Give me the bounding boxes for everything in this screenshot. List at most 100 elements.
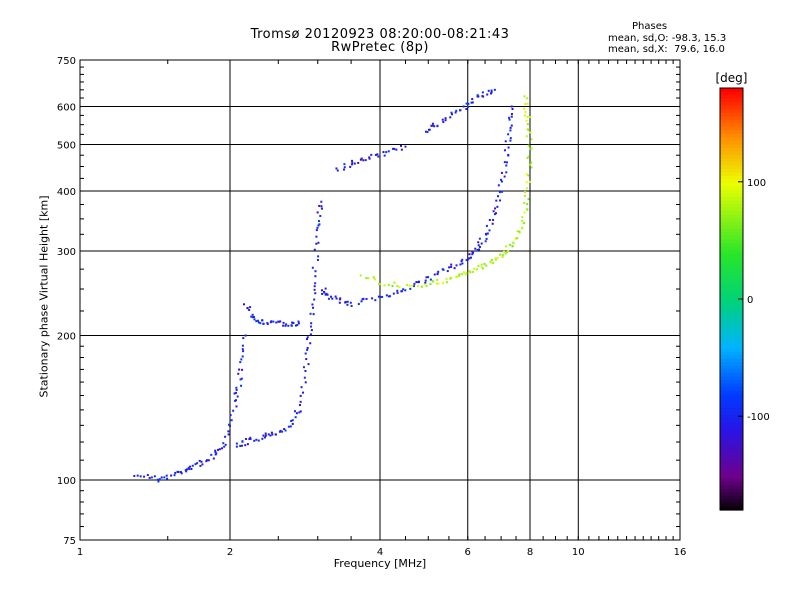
data-point: [248, 438, 251, 441]
data-point: [239, 378, 242, 381]
colorbar-band: [720, 172, 743, 177]
data-point: [297, 322, 300, 325]
data-point: [404, 145, 407, 148]
data-point: [222, 442, 225, 445]
data-point: [184, 469, 187, 472]
colorbar-band: [720, 411, 743, 416]
data-point: [398, 286, 401, 289]
data-point: [235, 386, 238, 389]
colorbar-band: [720, 267, 743, 272]
data-point: [505, 164, 508, 167]
data-point: [444, 117, 447, 120]
data-point: [186, 468, 189, 471]
data-point: [477, 241, 480, 244]
data-point: [241, 344, 244, 347]
colorbar-band: [720, 133, 743, 138]
colorbar-band: [720, 485, 743, 490]
data-point: [475, 268, 478, 271]
data-point: [524, 102, 527, 105]
data-point: [304, 352, 307, 355]
data-point: [374, 299, 377, 302]
colorbar-band: [720, 362, 743, 367]
data-point: [362, 159, 365, 162]
data-point: [468, 257, 471, 260]
data-point: [343, 163, 346, 166]
data-point: [523, 202, 526, 205]
plot-frame: [79, 59, 681, 541]
data-point: [320, 205, 323, 208]
data-point: [481, 95, 484, 98]
data-point: [339, 297, 342, 300]
data-point: [494, 257, 497, 260]
chart-title-line1: Tromsø 20120923 08:20:00-08:21:43: [250, 27, 510, 42]
data-point: [486, 232, 489, 235]
data-point: [253, 318, 256, 321]
data-point: [262, 434, 265, 437]
data-point: [516, 237, 519, 240]
data-point: [448, 266, 451, 269]
colorbar-band: [720, 144, 743, 149]
colorbar-band: [720, 369, 743, 374]
data-point: [524, 190, 527, 193]
data-point: [507, 146, 510, 149]
data-point: [455, 264, 458, 267]
data-point: [400, 290, 403, 293]
data-point: [426, 130, 429, 133]
data-point: [476, 94, 479, 97]
colorbar-band: [720, 481, 743, 486]
data-point: [249, 437, 252, 440]
data-point: [526, 123, 529, 126]
data-point: [357, 161, 360, 164]
data-point: [246, 307, 249, 310]
data-point: [327, 297, 330, 300]
colorbar-band: [720, 88, 743, 93]
data-point: [471, 250, 474, 253]
colorbar-band: [720, 467, 743, 472]
data-point: [150, 476, 153, 479]
data-point: [450, 263, 453, 266]
colorbar-band: [720, 418, 743, 423]
colorbar-band: [720, 130, 743, 135]
colorbar-band: [720, 102, 743, 107]
data-point: [351, 161, 354, 164]
data-point: [293, 410, 296, 413]
data-point: [291, 419, 294, 422]
colorbar-band: [720, 182, 743, 188]
colorbar-band: [720, 119, 743, 124]
data-point: [313, 288, 316, 291]
data-point: [399, 144, 402, 147]
data-point: [376, 153, 379, 156]
data-point: [227, 423, 230, 426]
data-point: [206, 459, 209, 462]
data-point: [306, 336, 309, 339]
data-point: [287, 324, 290, 327]
data-point: [450, 113, 453, 116]
data-point: [454, 111, 457, 114]
colorbar-band: [720, 249, 743, 254]
colorbar-band: [720, 376, 743, 381]
data-point: [477, 244, 480, 247]
data-point: [444, 119, 447, 122]
data-point: [248, 308, 251, 311]
data-point: [406, 283, 409, 286]
data-point: [221, 447, 224, 450]
data-point: [160, 476, 163, 479]
colorbar-band: [720, 309, 743, 314]
data-point: [508, 116, 511, 119]
data-point: [430, 124, 433, 127]
data-point: [425, 285, 428, 288]
data-point: [295, 412, 298, 415]
data-point: [504, 140, 507, 143]
data-point: [191, 464, 194, 467]
data-point: [523, 222, 526, 225]
colorbar-band: [720, 436, 743, 441]
data-point: [424, 130, 427, 133]
data-point: [180, 472, 183, 475]
y-axis-label: Stationary phase Virtual Height [km]: [37, 195, 51, 398]
data-point: [525, 119, 528, 122]
colorbar-band: [720, 306, 743, 311]
data-point: [351, 159, 354, 162]
data-point: [189, 465, 192, 468]
colorbar-tick-label: 0: [747, 295, 753, 306]
